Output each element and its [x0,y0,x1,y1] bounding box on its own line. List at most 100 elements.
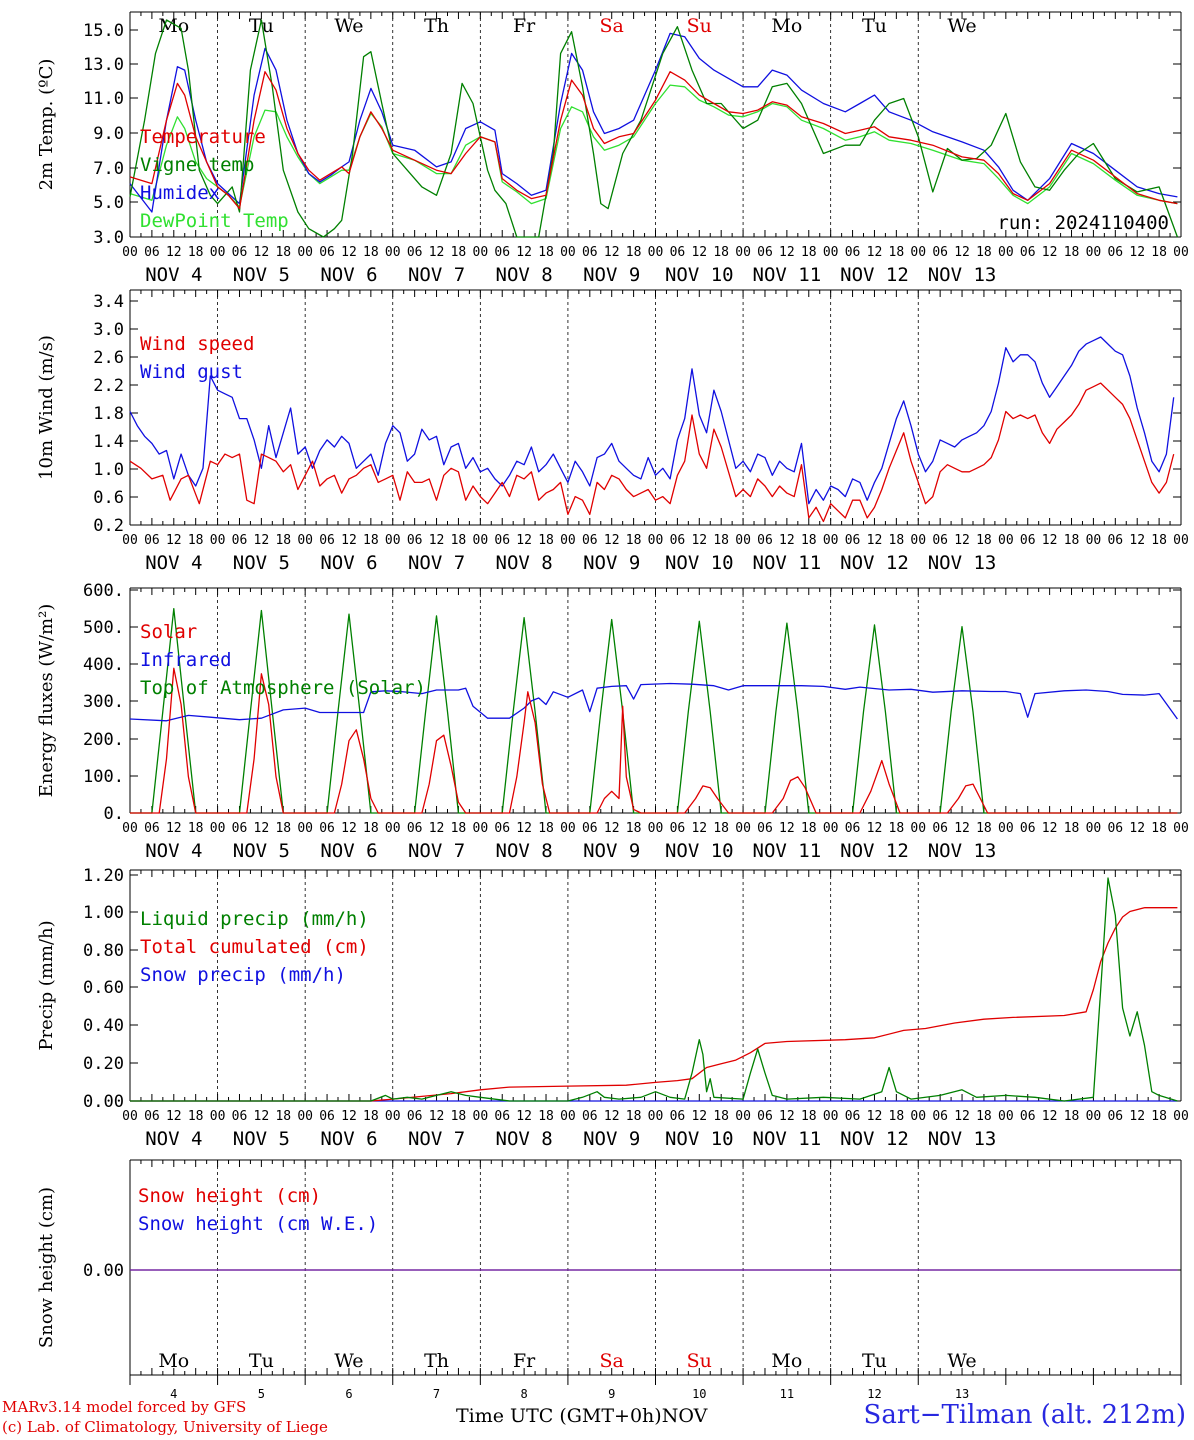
hour-tick-label: 12 [429,821,445,836]
hour-tick-label: 12 [254,245,270,260]
hour-tick-label: 00 [385,821,401,836]
hour-tick-label: 00 [473,533,489,548]
date-label: NOV 7 [408,552,465,574]
day-of-week-label: Th [424,15,449,37]
hour-tick-label: 00 [998,533,1014,548]
y-tick-label: 1.8 [93,404,124,424]
date-label: NOV 12 [840,840,909,862]
hour-tick-label: 12 [341,1109,357,1124]
hour-tick-label: 18 [976,1109,992,1124]
legend-label: Wind gust [140,361,243,383]
date-label: NOV 5 [233,552,290,574]
hour-tick-label: 12 [254,533,270,548]
day-of-week-label: We [334,1350,363,1372]
hour-tick-label: 00 [823,821,839,836]
hour-tick-label: 06 [407,533,423,548]
hour-tick-label: 00 [560,245,576,260]
hour-tick-label: 06 [757,1109,773,1124]
hour-tick-label: 18 [363,533,379,548]
series-line-infrared [129,682,1178,722]
hour-tick-label: 06 [144,1109,160,1124]
date-label: NOV 12 [840,1128,909,1150]
hour-tick-label: 00 [385,533,401,548]
hour-tick-label: 12 [429,1109,445,1124]
hour-tick-label: 12 [691,245,707,260]
hour-tick-label: 06 [1107,1109,1123,1124]
legend-label: Liquid precip (mm/h) [140,908,369,930]
hour-tick-label: 00 [735,245,751,260]
hour-tick-label: 00 [385,245,401,260]
hour-tick-label: 18 [363,1109,379,1124]
series-line-humidex [129,32,1178,213]
legend-label: Snow height (cm W.E.) [138,1213,378,1235]
hour-tick-label: 12 [1129,821,1145,836]
y-tick-label: 9.0 [93,124,124,144]
date-label: NOV 4 [145,264,202,286]
hour-tick-label: 06 [932,245,948,260]
day-of-week-label: Tu [249,1350,274,1372]
hour-tick-label: 18 [1064,821,1080,836]
hour-tick-label: 06 [582,821,598,836]
y-tick-label: 0.40 [83,1016,124,1036]
hour-tick-label: 06 [144,245,160,260]
lab-credit: (c) Lab. of Climatology, University of L… [2,1418,328,1436]
series-line-dewpoint-temp [129,84,1178,208]
date-label: NOV 9 [583,264,640,286]
hour-tick-label: 06 [1020,821,1036,836]
hour-tick-label: 12 [166,821,182,836]
day-number-label: 4 [170,1387,177,1401]
hour-tick-label: 00 [648,245,664,260]
hour-tick-label: 12 [691,821,707,836]
date-label: NOV 6 [320,840,377,862]
y-tick-label: 3.0 [93,228,124,248]
hour-tick-label: 12 [341,245,357,260]
hour-tick-label: 06 [1020,533,1036,548]
y-tick-label: 5.0 [93,193,124,213]
day-of-week-label: Tu [862,15,887,37]
legend-label: Vigne temp [140,154,254,176]
y-tick-label: 0. [104,804,124,824]
series-line-wind-gust [129,336,1175,505]
legend-label: Humidex [140,182,220,204]
hour-tick-label: 12 [516,533,532,548]
day-number-label: 5 [258,1387,265,1401]
y-tick-label: 1.4 [93,432,124,452]
day-of-week-label: Tu [249,15,274,37]
hour-tick-label: 18 [538,1109,554,1124]
hour-tick-label: 12 [604,821,620,836]
hour-tick-label: 12 [429,245,445,260]
model-credit: MARv3.14 model forced by GFS [2,1398,247,1416]
hour-tick-label: 12 [604,1109,620,1124]
hour-tick-label: 06 [494,245,510,260]
hour-tick-label: 18 [188,821,204,836]
hour-tick-label: 06 [144,821,160,836]
y-tick-label: 600. [83,581,124,601]
legend-label: Infrared [140,649,232,671]
hour-tick-label: 06 [319,533,335,548]
hour-tick-label: 06 [670,245,686,260]
day-number-label: 11 [780,1387,794,1401]
y-tick-label: 0.80 [83,941,124,961]
date-label: NOV 6 [320,1128,377,1150]
legend-label: Snow height (cm) [138,1185,321,1207]
hour-tick-label: 18 [275,245,291,260]
hour-tick-label: 18 [538,533,554,548]
date-label: NOV 8 [496,264,553,286]
hour-tick-label: 00 [1086,533,1102,548]
hour-tick-label: 00 [210,533,226,548]
day-of-week-label: Mo [771,15,802,37]
hour-tick-label: 18 [801,821,817,836]
hour-tick-label: 00 [297,821,313,836]
x-axis-label: Time UTC (GMT+0h)NOV [456,1405,707,1427]
hour-tick-label: 00 [297,1109,313,1124]
hour-tick-label: 12 [1129,1109,1145,1124]
hour-tick-label: 12 [166,533,182,548]
hour-tick-label: 18 [976,245,992,260]
date-label: NOV 12 [840,552,909,574]
hour-tick-label: 12 [779,821,795,836]
date-label: NOV 10 [665,1128,734,1150]
hour-tick-label: 18 [363,245,379,260]
day-of-week-label: Sa [600,1350,624,1372]
hour-tick-label: 00 [1173,821,1189,836]
hour-tick-label: 00 [122,821,138,836]
